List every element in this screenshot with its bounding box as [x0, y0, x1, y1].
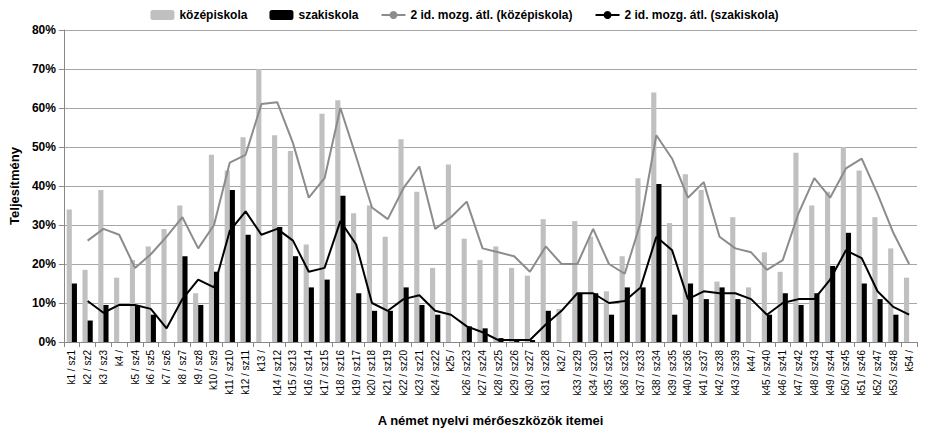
- svg-text:k25 /: k25 /: [445, 350, 456, 372]
- svg-text:k37 / sz33: k37 / sz33: [635, 350, 646, 396]
- svg-text:k44 /: k44 /: [746, 350, 757, 372]
- svg-text:2 id. mozg. átl. (középiskola): 2 id. mozg. átl. (középiskola): [410, 8, 572, 22]
- svg-text:k42 / sz38: k42 / sz38: [714, 350, 725, 396]
- svg-text:k18 / sz16: k18 / sz16: [335, 350, 346, 396]
- svg-text:k38 / sz34: k38 / sz34: [651, 350, 662, 396]
- svg-text:k16 / sz14: k16 / sz14: [303, 350, 314, 396]
- svg-text:A német nyelvi mérőeszközök it: A német nyelvi mérőeszközök itemei: [378, 413, 604, 428]
- svg-text:60%: 60%: [32, 101, 56, 115]
- svg-text:20%: 20%: [32, 257, 56, 271]
- svg-text:k22 / sz20: k22 / sz20: [398, 350, 409, 396]
- svg-text:k12 / sz11: k12 / sz11: [240, 350, 251, 395]
- svg-text:k47 / sz42: k47 / sz42: [793, 350, 804, 396]
- svg-text:k41 / sz37: k41 / sz37: [698, 350, 709, 396]
- svg-text:10%: 10%: [32, 296, 56, 310]
- svg-text:k7 / sz6: k7 / sz6: [161, 350, 172, 385]
- svg-text:k11 / sz10: k11 / sz10: [224, 350, 235, 395]
- svg-text:k33 / sz29: k33 / sz29: [572, 350, 583, 396]
- svg-text:k1 / sz1: k1 / sz1: [66, 350, 77, 385]
- svg-text:k29 / sz26: k29 / sz26: [509, 350, 520, 396]
- svg-text:k9 / sz8: k9 / sz8: [193, 350, 204, 385]
- svg-text:30%: 30%: [32, 218, 56, 232]
- svg-text:k5 / sz4: k5 / sz4: [130, 350, 141, 385]
- svg-text:50%: 50%: [32, 140, 56, 154]
- svg-text:k50 / sz45: k50 / sz45: [840, 350, 851, 396]
- svg-text:k14 / sz12: k14 / sz12: [272, 350, 283, 396]
- svg-text:k20 / sz18: k20 / sz18: [366, 350, 377, 396]
- svg-text:k24 / sz22: k24 / sz22: [430, 350, 441, 396]
- svg-text:0%: 0%: [39, 335, 57, 349]
- svg-text:k27 / sz24: k27 / sz24: [477, 350, 488, 396]
- svg-text:80%: 80%: [32, 23, 56, 37]
- svg-text:k32 /: k32 /: [556, 350, 567, 372]
- svg-text:k28 / sz25: k28 / sz25: [493, 350, 504, 396]
- svg-text:70%: 70%: [32, 62, 56, 76]
- svg-text:k26 / sz23: k26 / sz23: [461, 350, 472, 396]
- svg-text:k10 / sz9: k10 / sz9: [208, 350, 219, 390]
- svg-text:k45 / sz40: k45 / sz40: [761, 350, 772, 396]
- svg-text:szakiskola: szakiskola: [298, 8, 358, 22]
- svg-text:k36 / sz32: k36 / sz32: [619, 350, 630, 396]
- svg-text:k23 / sz21: k23 / sz21: [414, 350, 425, 396]
- svg-text:k43 / sz39: k43 / sz39: [730, 350, 741, 396]
- svg-text:40%: 40%: [32, 179, 56, 193]
- svg-text:k53 / sz48: k53 / sz48: [888, 350, 899, 396]
- svg-text:2 id. mozg. átl. (szakiskola): 2 id. mozg. átl. (szakiskola): [625, 8, 779, 22]
- svg-text:k13 /: k13 /: [256, 350, 267, 372]
- svg-text:középiskola: középiskola: [179, 8, 247, 22]
- svg-text:k30 / sz27: k30 / sz27: [524, 350, 535, 396]
- svg-text:k4 /: k4 /: [114, 350, 125, 366]
- svg-text:k49 / sz44: k49 / sz44: [825, 350, 836, 396]
- svg-text:k2 / sz2: k2 / sz2: [82, 350, 93, 385]
- svg-text:k40 / sz36: k40 / sz36: [682, 350, 693, 396]
- svg-text:k6 / sz5: k6 / sz5: [145, 350, 156, 385]
- svg-text:k31 / sz28: k31 / sz28: [540, 350, 551, 396]
- svg-text:k52 / sz47: k52 / sz47: [872, 350, 883, 396]
- svg-text:k19 / sz17: k19 / sz17: [351, 350, 362, 396]
- svg-text:k21 / sz19: k21 / sz19: [382, 350, 393, 396]
- svg-text:k17 / sz15: k17 / sz15: [319, 350, 330, 396]
- svg-text:k34 / sz30: k34 / sz30: [588, 350, 599, 396]
- svg-text:k46 / sz41: k46 / sz41: [777, 350, 788, 396]
- svg-text:k39 / sz35: k39 / sz35: [667, 350, 678, 396]
- svg-text:k3 / sz3: k3 / sz3: [98, 350, 109, 385]
- svg-text:k54 /: k54 /: [904, 350, 915, 372]
- svg-text:k8 / sz7: k8 / sz7: [177, 350, 188, 385]
- svg-text:k35 / sz31: k35 / sz31: [603, 350, 614, 396]
- svg-text:k15 / sz13: k15 / sz13: [287, 350, 298, 396]
- svg-text:k48 / sz43: k48 / sz43: [809, 350, 820, 396]
- svg-text:k51 / sz46: k51 / sz46: [856, 350, 867, 396]
- svg-text:Teljesítmény: Teljesítmény: [7, 146, 22, 225]
